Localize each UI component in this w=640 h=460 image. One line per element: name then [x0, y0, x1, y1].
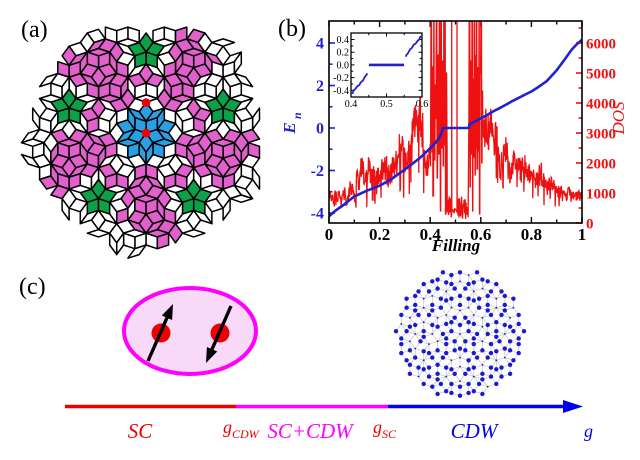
svg-text:Filling: Filling — [431, 236, 481, 255]
svg-text:0.4: 0.4 — [345, 99, 358, 110]
svg-text:SC+CDW: SC+CDW — [267, 419, 355, 443]
svg-text:0.8: 0.8 — [521, 225, 542, 244]
svg-text:4: 4 — [316, 36, 324, 53]
svg-text:(a): (a) — [21, 17, 48, 43]
svg-text:g: g — [223, 417, 232, 437]
svg-text:DOS: DOS — [609, 101, 628, 136]
svg-text:0.5: 0.5 — [380, 99, 393, 110]
svg-text:2000: 2000 — [586, 157, 616, 173]
svg-text:4000: 4000 — [586, 97, 616, 113]
svg-text:E: E — [280, 122, 299, 134]
svg-text:2: 2 — [316, 78, 324, 95]
svg-text:5000: 5000 — [586, 67, 616, 83]
svg-text:CDW: CDW — [451, 419, 500, 443]
svg-text:-4: -4 — [311, 206, 324, 223]
svg-text:0: 0 — [325, 225, 334, 244]
svg-text:1: 1 — [578, 225, 587, 244]
svg-text:0.6: 0.6 — [470, 225, 491, 244]
svg-text:0.2: 0.2 — [337, 48, 350, 59]
svg-text:6000: 6000 — [586, 37, 616, 53]
svg-text:0.2: 0.2 — [369, 225, 390, 244]
svg-text:g: g — [584, 421, 593, 441]
svg-text:SC: SC — [382, 427, 397, 441]
svg-text:1000: 1000 — [586, 187, 616, 203]
svg-text:g: g — [373, 417, 382, 437]
svg-text:0: 0 — [586, 217, 594, 233]
svg-text:-0.4: -0.4 — [333, 86, 349, 97]
svg-text:n: n — [290, 112, 304, 119]
svg-text:(c): (c) — [19, 274, 46, 300]
svg-text:0.4: 0.4 — [337, 35, 350, 46]
svg-text:0.0: 0.0 — [337, 60, 350, 71]
svg-text:0.4: 0.4 — [420, 225, 442, 244]
svg-text:(b): (b) — [278, 16, 306, 42]
svg-text:CDW: CDW — [232, 427, 260, 441]
svg-text:-0.2: -0.2 — [333, 73, 349, 84]
svg-text:0: 0 — [316, 121, 324, 138]
svg-text:0.6: 0.6 — [416, 99, 429, 110]
svg-text:3000: 3000 — [586, 127, 616, 143]
svg-text:SC: SC — [128, 419, 154, 443]
svg-text:-2: -2 — [311, 163, 324, 180]
